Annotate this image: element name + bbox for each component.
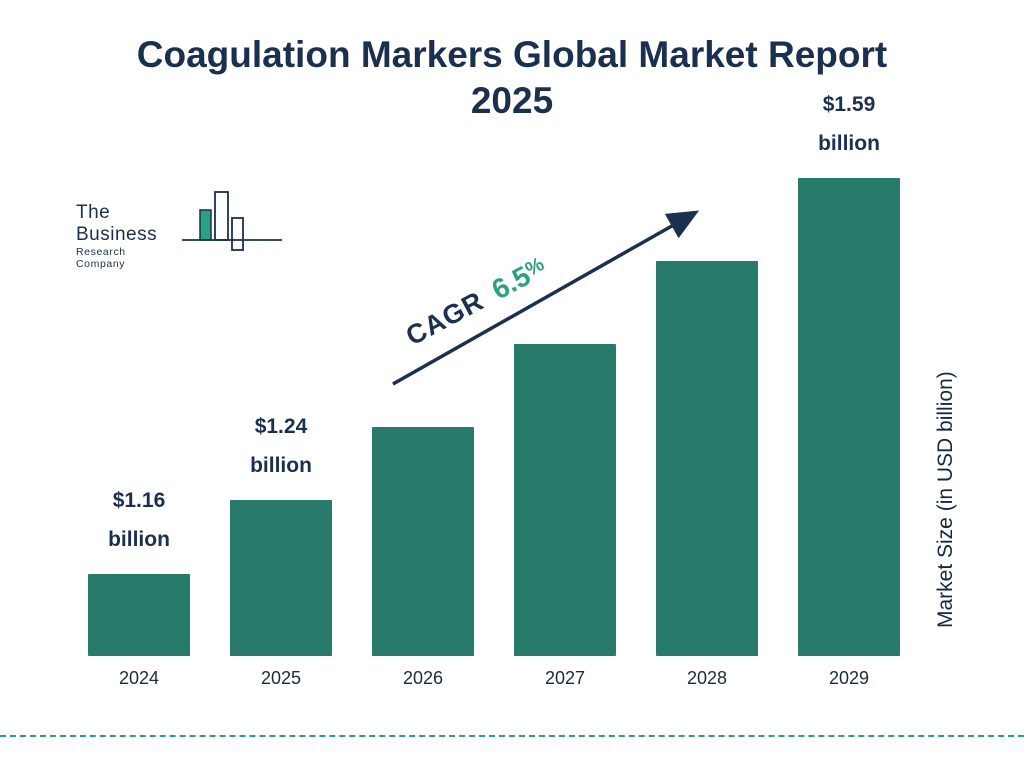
bar-2029 [798, 178, 900, 656]
chart-title-text: Coagulation Markers Global Market Report… [136, 34, 888, 122]
bar-group-2027: 2027 [514, 54, 616, 694]
bar-chart: $1.16 billion 2024 $1.24 billion 2025 2026 2027… [88, 54, 900, 694]
bar-group-2026: 2026 [372, 54, 474, 694]
bar-value-label-2029: $1.59 billion [818, 93, 880, 156]
chart-title: Coagulation Markers Global Market Report… [0, 32, 1024, 125]
bar-value-label-2025: $1.24 billion [250, 415, 312, 478]
bottom-dashed-divider [0, 735, 1024, 737]
bar-group-2025: $1.24 billion 2025 [230, 54, 332, 694]
bar-2025 [230, 500, 332, 656]
logo-line2: Research Company [76, 246, 126, 270]
bar-group-2024: $1.16 billion 2024 [88, 54, 190, 694]
logo-line1: The Business [76, 202, 158, 245]
x-axis-label-2027: 2027 [544, 668, 586, 688]
bar-2028 [656, 261, 758, 656]
company-logo-text: The Business Research Company [76, 202, 178, 270]
cagr-arrow-icon [385, 198, 720, 403]
x-axis-label-2025: 2025 [260, 668, 302, 688]
y-axis-label: Market Size (in USD billion) [934, 371, 957, 629]
x-axis-label-2026: 2026 [402, 668, 444, 688]
bar-group-2029: $1.59 billion 2029 [798, 54, 900, 694]
bar-value-label-2024: $1.16 billion [108, 489, 170, 552]
bar-2027 [514, 344, 616, 656]
x-axis-label-2029: 2029 [828, 668, 870, 688]
x-axis-label-2024: 2024 [118, 668, 160, 688]
x-axis-label-2028: 2028 [686, 668, 728, 688]
bar-group-2028: 2028 [656, 54, 758, 694]
bar-2026 [372, 427, 474, 656]
logo-bar-chart-icon [94, 188, 286, 259]
bar-2024 [88, 574, 190, 656]
company-logo: The Business Research Company [76, 188, 286, 270]
